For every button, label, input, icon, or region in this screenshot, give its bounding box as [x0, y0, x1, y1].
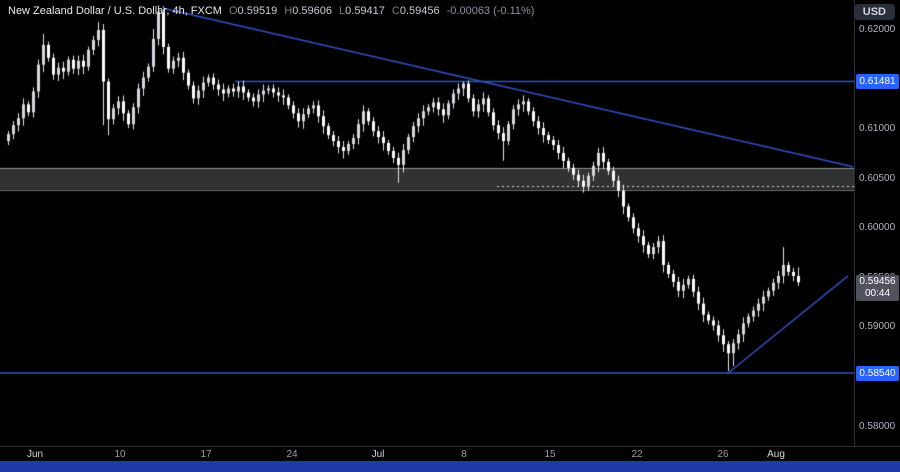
legend: New Zealand Dollar / U.S. Dollar, 4h, FX…	[8, 5, 534, 17]
price-level-label: 0.61481	[856, 73, 899, 89]
ohlc-high: H 0.59606	[284, 5, 333, 17]
last-price-value: 0.59456	[859, 276, 896, 288]
time-label: Aug	[767, 449, 785, 460]
price-label: 0.60500	[859, 172, 896, 184]
ohlc-low: L 0.59417	[339, 5, 385, 17]
price-label: 0.59000	[859, 321, 896, 333]
ohlc-close: C 0.59456	[391, 5, 440, 17]
price-label: 0.62000	[859, 24, 896, 36]
bottom-toolbar[interactable]	[0, 461, 900, 472]
time-label: 17	[200, 449, 212, 460]
time-label: 26	[717, 449, 729, 460]
price-label: 0.60000	[859, 222, 896, 234]
price-label: 0.61000	[859, 123, 896, 135]
ohlc-open: O 0.59519	[228, 5, 278, 17]
price-level-label: 0.58540	[856, 365, 899, 381]
price-change: -0.00063 (-0.11%)	[446, 5, 535, 17]
time-label: Jul	[371, 449, 385, 460]
symbol-title[interactable]: New Zealand Dollar / U.S. Dollar, 4h, FX…	[8, 5, 222, 17]
time-label: 22	[631, 449, 643, 460]
currency-toggle-button[interactable]: USD	[853, 4, 895, 20]
time-label: 15	[544, 449, 556, 460]
time-label: 10	[114, 449, 126, 460]
time-label: 8	[461, 449, 467, 460]
last-price-label: 0.59456 00:44	[856, 275, 899, 302]
time-label: 24	[286, 449, 298, 460]
price-axis[interactable]: 0.620000.610000.605000.600000.595000.590…	[854, 0, 900, 446]
time-axis[interactable]: Jun 10 17 24 Jul 8 15 22 26 Aug	[0, 446, 900, 461]
bar-countdown: 00:44	[864, 288, 891, 300]
price-label: 0.58000	[859, 420, 896, 432]
chart-canvas[interactable]	[0, 0, 854, 446]
time-label: Jun	[26, 449, 44, 460]
